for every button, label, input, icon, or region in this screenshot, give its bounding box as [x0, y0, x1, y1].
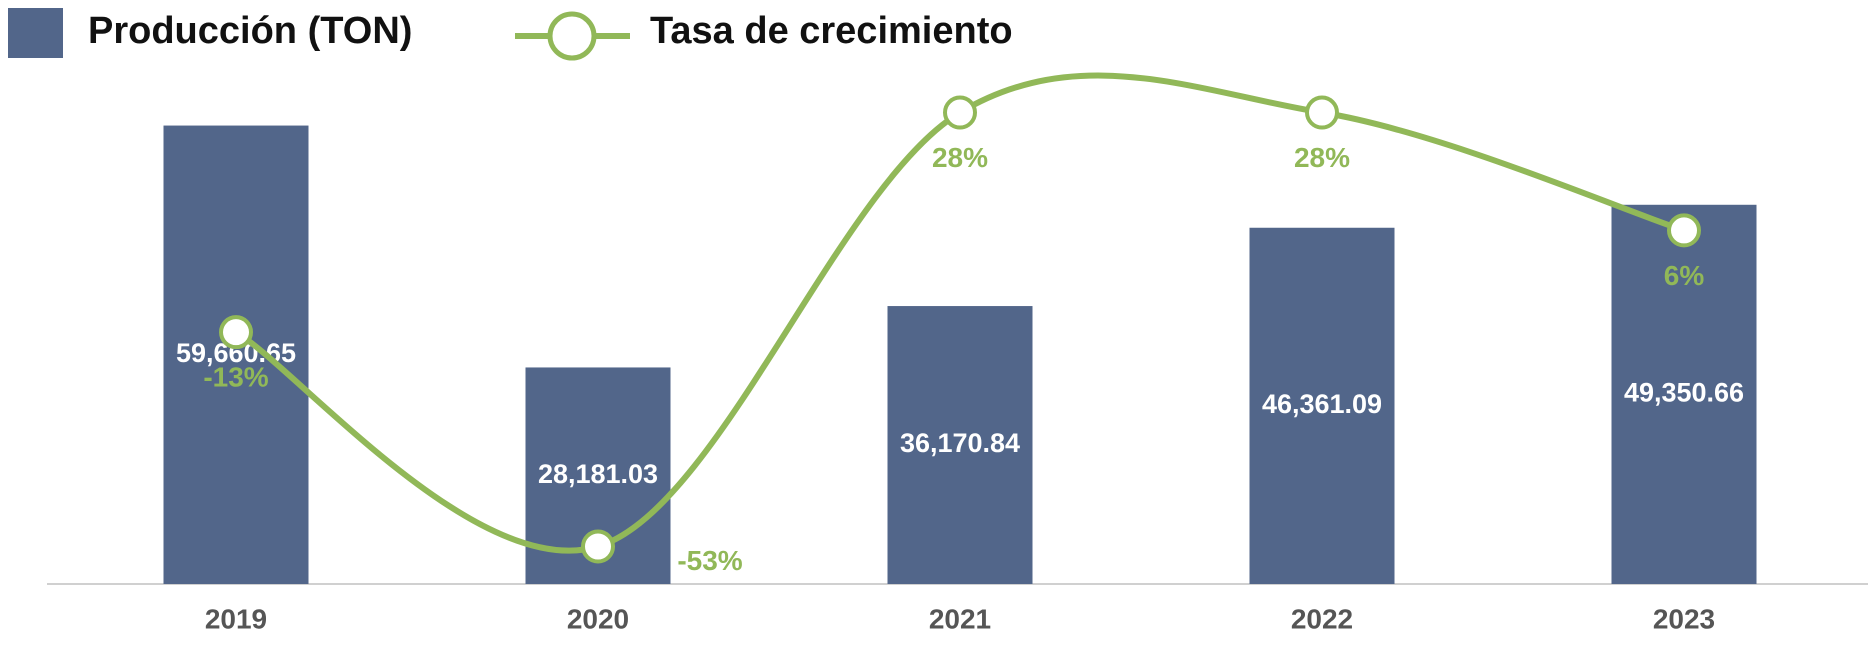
- bar: [163, 125, 309, 585]
- bar-value-label: 49,350.66: [1624, 378, 1744, 408]
- growth-value-label: -53%: [677, 545, 742, 576]
- growth-value-label: -13%: [203, 362, 268, 393]
- x-tick-label: 2021: [929, 603, 991, 634]
- x-tick-label: 2023: [1653, 603, 1715, 634]
- x-tick-label: 2020: [567, 603, 629, 634]
- legend-label: Tasa de crecimiento: [650, 10, 1013, 52]
- bar: [887, 306, 1033, 584]
- bar-value-label: 28,181.03: [538, 459, 658, 489]
- bar: [1611, 204, 1757, 584]
- growth-marker: [1667, 213, 1701, 248]
- legend-swatch: [8, 8, 63, 58]
- bar-value-label: 36,170.84: [900, 428, 1020, 458]
- bar: [1249, 227, 1395, 584]
- growth-value-label: 28%: [1294, 142, 1350, 173]
- x-tick-label: 2022: [1291, 603, 1353, 634]
- growth-marker: [581, 529, 615, 564]
- growth-marker: [1305, 95, 1339, 130]
- legend-marker: [547, 11, 597, 61]
- growth-marker: [219, 315, 253, 350]
- growth-line: [234, 72, 1685, 554]
- x-tick-label: 2019: [205, 603, 267, 634]
- growth-marker: [943, 95, 977, 130]
- growth-value-label: 28%: [932, 142, 988, 173]
- bar-value-label: 46,361.09: [1262, 389, 1382, 419]
- legend-label: Producción (TON): [88, 10, 412, 52]
- growth-value-label: 6%: [1664, 260, 1705, 291]
